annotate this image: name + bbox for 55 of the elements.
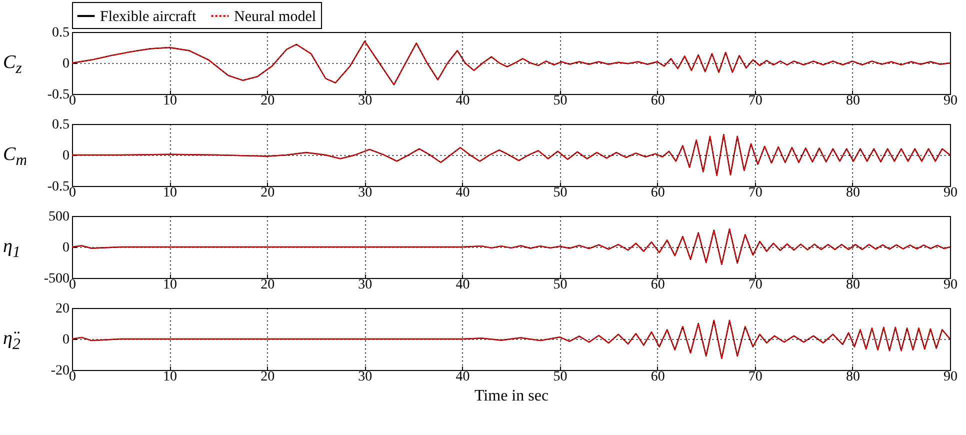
x-tick-label: 20 [260, 370, 275, 384]
x-tick-label: 90 [944, 370, 958, 384]
x-tick-label: 40 [456, 94, 470, 108]
y-tick-label: 20 [56, 302, 70, 316]
x-tick-label: 60 [650, 94, 665, 108]
y-tick-label: 0 [62, 148, 70, 164]
legend-label: Neural model [234, 9, 316, 25]
x-tick-label: 20 [260, 278, 275, 292]
x-axis-title: Time in sec [474, 388, 549, 404]
x-tick-label: 30 [358, 370, 372, 384]
x-tick-label: 40 [456, 370, 470, 384]
x-tick-label: 30 [358, 278, 372, 292]
x-tick-label: 10 [163, 94, 178, 108]
x-tick-label: 30 [358, 94, 372, 108]
y-tick-label: -0.5 [47, 180, 70, 194]
x-tick-label: 80 [846, 94, 860, 108]
x-tick-label: 20 [260, 94, 275, 108]
x-tick-label: 40 [456, 278, 470, 292]
legend-label: Flexible aircraft [100, 9, 198, 25]
y-tick-label: -20 [50, 364, 70, 378]
x-tick-label: 30 [358, 186, 372, 200]
x-tick-label: 80 [846, 370, 860, 384]
x-tick-label: 70 [748, 94, 762, 108]
x-tick-label: 60 [650, 278, 665, 292]
x-tick-label: 50 [553, 278, 568, 292]
x-tick-label: 90 [944, 278, 958, 292]
x-tick-label: 50 [553, 94, 568, 108]
x-tick-label: 80 [846, 278, 860, 292]
y-axis-title: C$_{m}$ [3, 144, 28, 171]
x-tick-label: 20 [260, 186, 275, 200]
x-tick-label: 50 [553, 370, 568, 384]
x-tick-label: 70 [748, 278, 762, 292]
y-tick-label: 0 [62, 332, 70, 348]
y-tick-label: 0 [62, 240, 70, 256]
y-tick-label: 500 [48, 210, 70, 224]
x-tick-label: 70 [748, 370, 762, 384]
x-tick-label: 50 [553, 186, 568, 200]
x-tick-label: 60 [650, 186, 665, 200]
x-tick-label: 90 [944, 186, 958, 200]
x-tick-label: 70 [748, 186, 762, 200]
x-tick-label: 80 [846, 186, 860, 200]
x-tick-label: 10 [163, 370, 178, 384]
y-tick-label: -0.5 [47, 88, 70, 102]
y-tick-label: 0.5 [52, 26, 70, 40]
x-tick-label: 10 [163, 278, 178, 292]
y-axis-title: η$_{1}$ [3, 236, 20, 263]
y-axis-title: C$_{z}$ [3, 52, 22, 79]
x-tick-label: 90 [944, 94, 958, 108]
x-tick-label: 60 [650, 370, 665, 384]
y-tick-label: 0.5 [52, 118, 70, 132]
x-tick-label: 40 [456, 186, 470, 200]
y-tick-label: -500 [44, 272, 70, 286]
y-axis-title: η̈$_{2}$ [3, 328, 20, 355]
y-tick-label: 0 [62, 56, 70, 72]
x-tick-label: 10 [163, 186, 178, 200]
